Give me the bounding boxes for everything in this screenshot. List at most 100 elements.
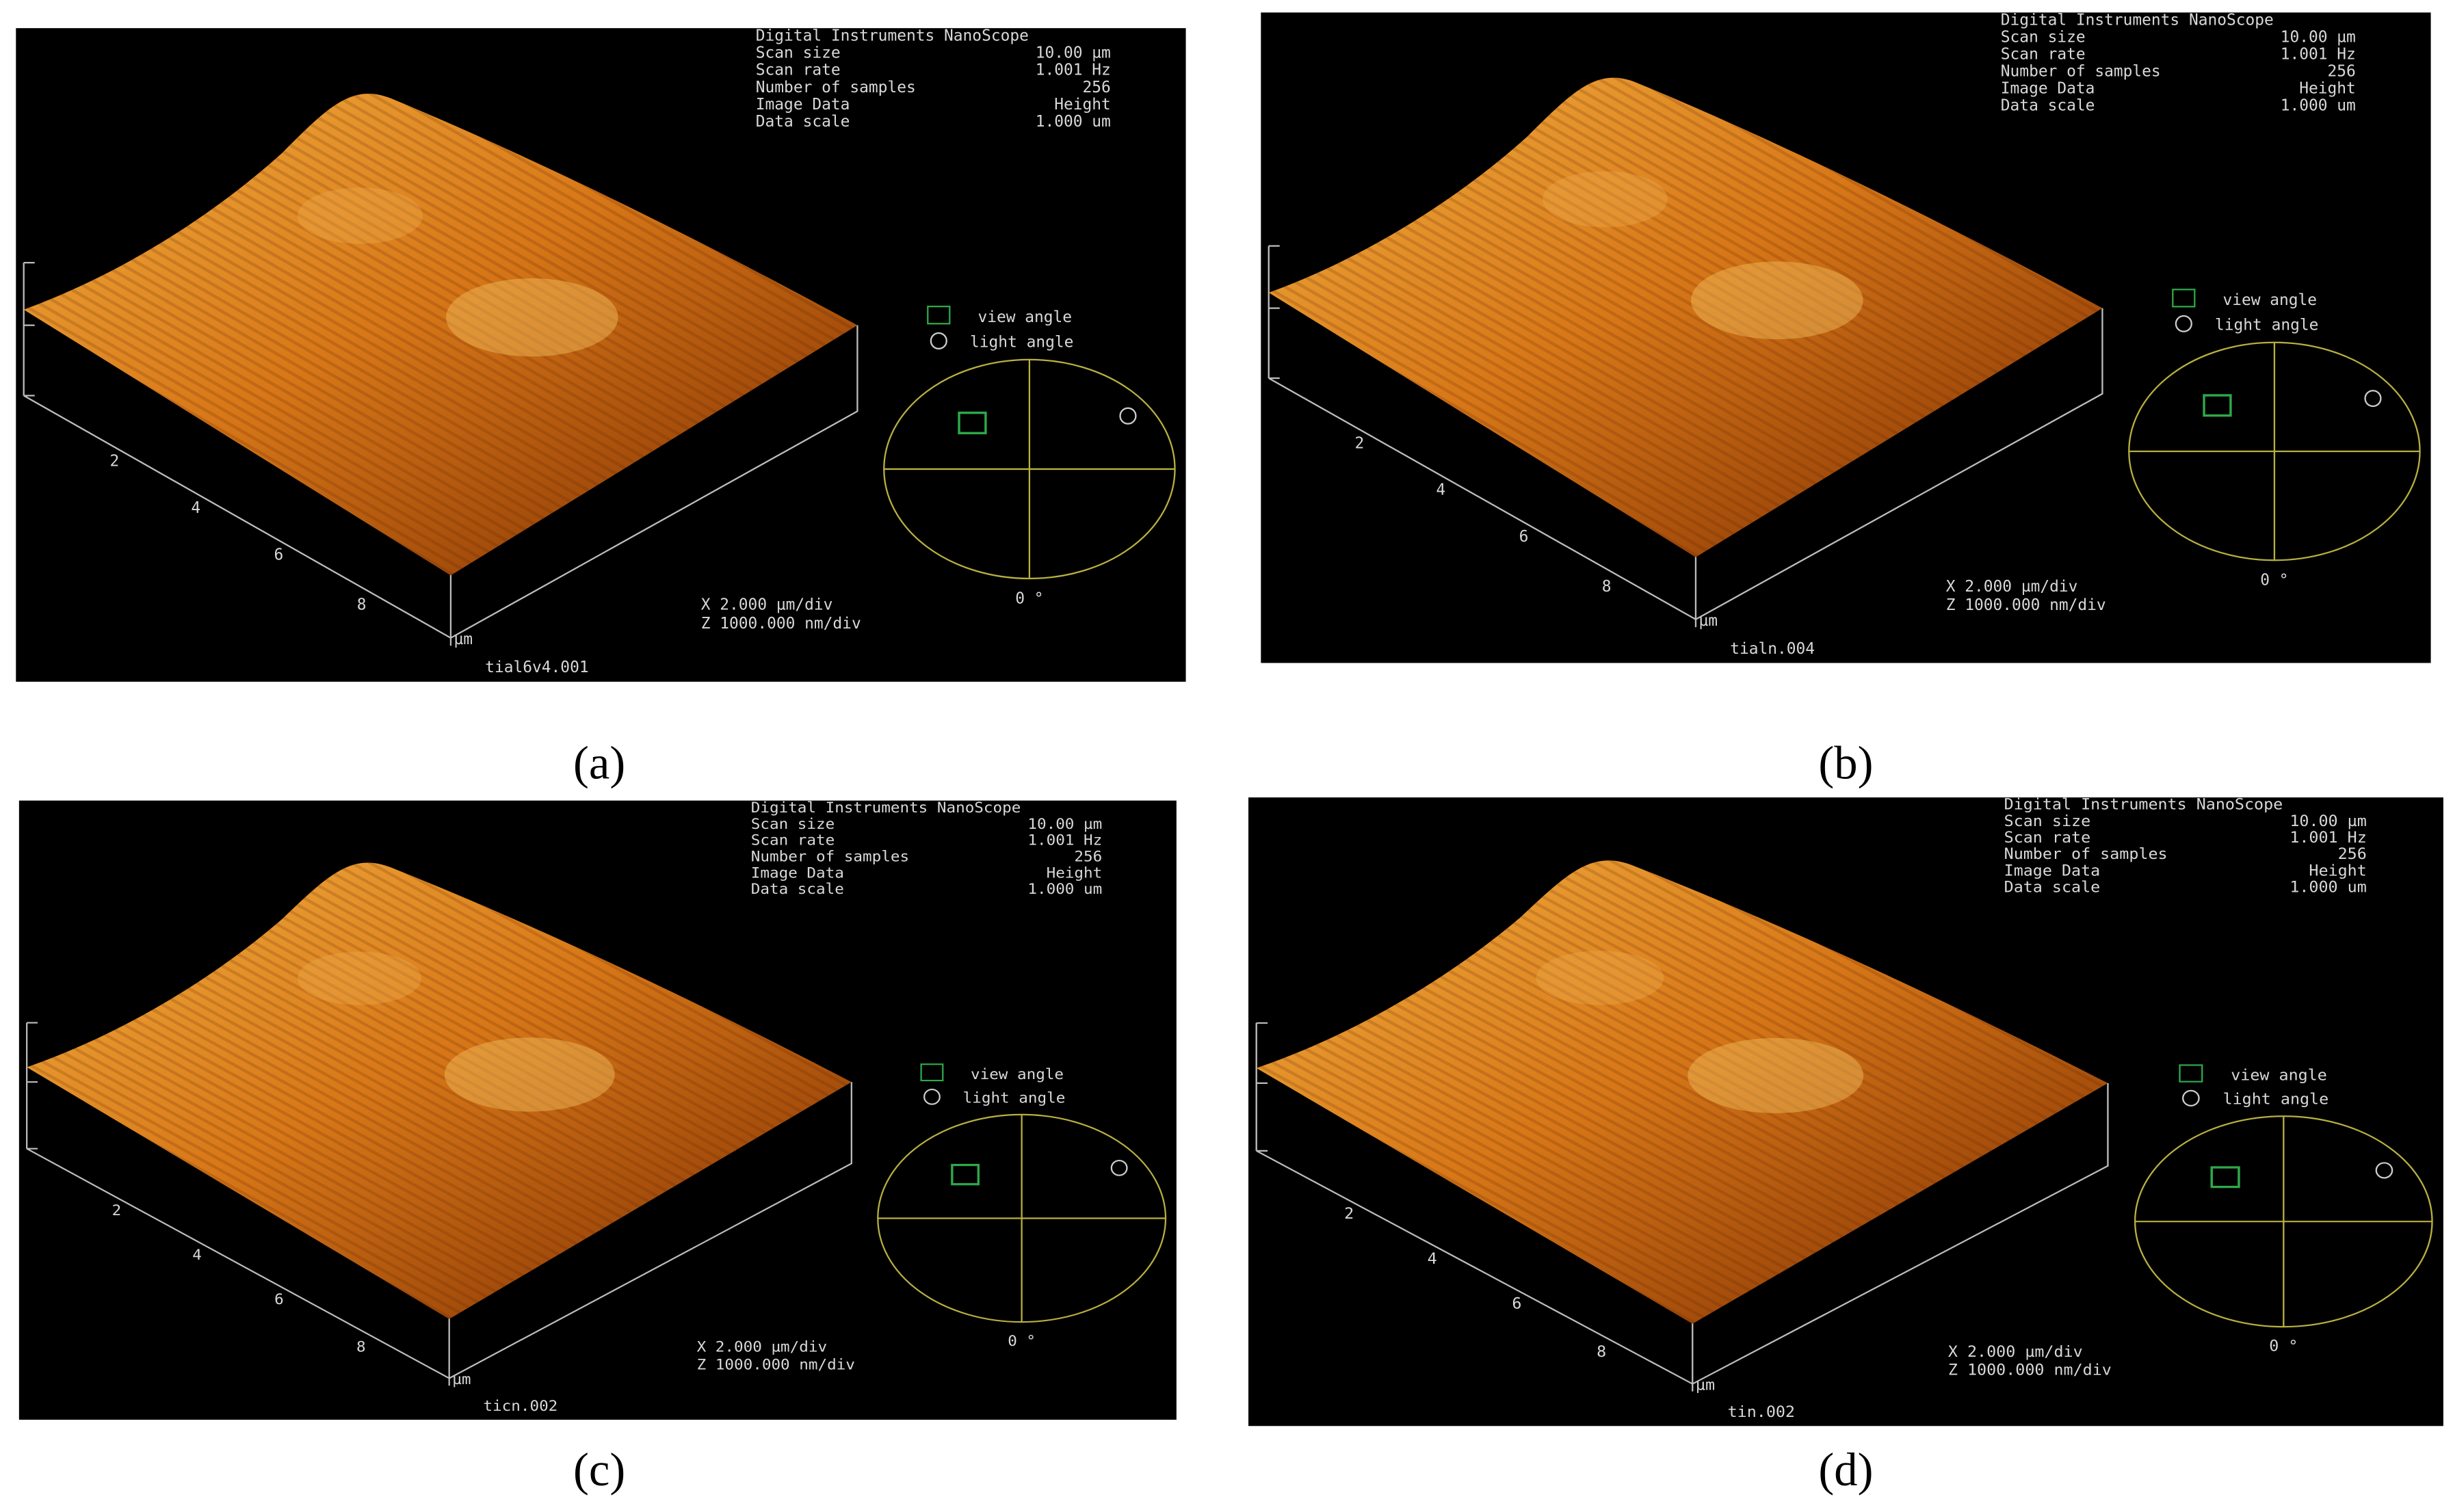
angle-zero: 0 ° [2260, 572, 2288, 589]
header-value: 1.000 um [1036, 113, 1111, 131]
header-label: Data scale [2001, 97, 2095, 115]
header-label: Number of samples [756, 79, 916, 96]
header-value: Height [1047, 864, 1103, 881]
axis-unit: µm [454, 631, 473, 648]
view-marker [951, 1163, 980, 1186]
light-angle-label: light angle [2223, 1091, 2329, 1108]
header-label: Data scale [756, 113, 850, 131]
header-label: Scan size [751, 815, 835, 832]
light-icon [930, 332, 947, 350]
afm-panel: 2 4 6 8 µm Digital Instruments NanoScope Scan … [1248, 796, 2443, 1427]
header-label: Image Data [756, 96, 850, 114]
axis-tick-label: 6 [1512, 1295, 1521, 1312]
light-marker [2364, 390, 2382, 408]
header-value: 1.000 um [1027, 881, 1102, 898]
axis-tick-label: 4 [1436, 481, 1445, 499]
axis-tick-label: 6 [274, 1291, 284, 1308]
view-icon [2172, 289, 2196, 308]
light-icon [2182, 1089, 2200, 1106]
panel-caption: (d) [1818, 1444, 1873, 1496]
angle-zero: 0 ° [1015, 590, 1043, 608]
header-title: Digital Instruments NanoScope [751, 799, 1021, 816]
afm-grain [298, 951, 421, 1005]
header-value: 1.000 um [2281, 97, 2356, 115]
axis-tick-label: 8 [1602, 578, 1612, 596]
scale-text: X 2.000 µm/div [701, 596, 833, 614]
panel-caption: (c) [573, 1444, 625, 1496]
header-value: 1.000 um [2290, 879, 2366, 896]
header-value: 256 [2338, 846, 2367, 863]
scale-text: X 2.000 µm/div [1948, 1344, 2083, 1361]
dial-cross [2135, 1116, 2432, 1327]
panel-caption: (a) [573, 737, 625, 789]
light-icon [2175, 315, 2192, 332]
box-axes [26, 1022, 852, 1386]
header-label: Number of samples [2004, 846, 2168, 863]
header-label: Data scale [751, 881, 844, 898]
scale-text: X 2.000 µm/div [697, 1338, 827, 1355]
header-value: 1.001 Hz [1027, 832, 1102, 849]
afm-grain [1688, 1037, 1864, 1113]
light-marker [2375, 1162, 2393, 1179]
angle-zero: 0 ° [2269, 1338, 2298, 1355]
header-value: 1.001 Hz [1036, 62, 1111, 79]
view-angle-label: view angle [2222, 291, 2317, 309]
view-marker [2203, 394, 2232, 417]
axis-tick-label: 4 [1428, 1250, 1437, 1267]
view-marker [958, 411, 987, 435]
light-angle-label: light angle [2215, 317, 2318, 334]
scale-text: Z 1000.000 nm/div [701, 615, 861, 633]
light-marker [1110, 1159, 1128, 1176]
header-label: Number of samples [2001, 63, 2161, 81]
axis-unit: µm [1699, 612, 1718, 630]
header-label: Image Data [2004, 862, 2101, 879]
axis-unit: µm [452, 1371, 471, 1388]
header-title: Digital Instruments NanoScope [756, 27, 1029, 44]
box-axes [1255, 1022, 2109, 1392]
afm-grain [1691, 261, 1863, 340]
header-label: Image Data [2001, 80, 2095, 98]
light-icon [923, 1088, 941, 1105]
axis-tick-label: 2 [1344, 1205, 1354, 1222]
axis-tick-label: 4 [192, 1247, 202, 1264]
header-label: Scan rate [2001, 46, 2086, 64]
header-label: Scan size [756, 44, 841, 62]
view-angle-label: view angle [978, 308, 1072, 326]
header-value: 1.001 Hz [2281, 46, 2356, 64]
axis-tick-label: 2 [112, 1202, 122, 1219]
header-value: Height [1054, 96, 1111, 114]
scale-text: Z 1000.000 nm/div [697, 1356, 855, 1373]
header-value: 1.001 Hz [2290, 830, 2366, 847]
afm-texture [27, 862, 852, 1319]
light-angle-label: light angle [963, 1089, 1066, 1106]
header-value: 10.00 µm [2290, 812, 2366, 830]
dial-cross [884, 359, 1175, 579]
axis-tick-label: 6 [1519, 528, 1529, 546]
axis-tick-label: 8 [356, 1338, 366, 1355]
header-label: Data scale [2004, 879, 2101, 896]
dial-cross [878, 1114, 1166, 1323]
header-value: 256 [1083, 79, 1111, 96]
afm-grain [444, 1037, 615, 1112]
box-axes [1268, 245, 2103, 628]
header-label: Number of samples [751, 848, 909, 865]
afm-grain [1536, 951, 1664, 1005]
view-angle-label: view angle [2231, 1067, 2327, 1084]
axis-tick-label: 2 [109, 452, 119, 470]
header-value: 10.00 µm [2281, 29, 2356, 47]
view-angle-label: view angle [971, 1065, 1064, 1083]
header-label: Scan rate [2004, 830, 2090, 847]
axis-unit: µm [1696, 1377, 1715, 1394]
header-title: Digital Instruments NanoScope [2004, 796, 2283, 813]
dial-cross [2129, 342, 2420, 561]
header-title: Digital Instruments NanoScope [2001, 12, 2274, 29]
view-icon [920, 1063, 944, 1082]
header-value: 10.00 µm [1027, 815, 1102, 832]
file-name: tial6v4.001 [485, 659, 588, 676]
axis-tick-label: 8 [1597, 1344, 1606, 1361]
header-label: Image Data [751, 864, 844, 881]
light-marker [1119, 407, 1137, 425]
